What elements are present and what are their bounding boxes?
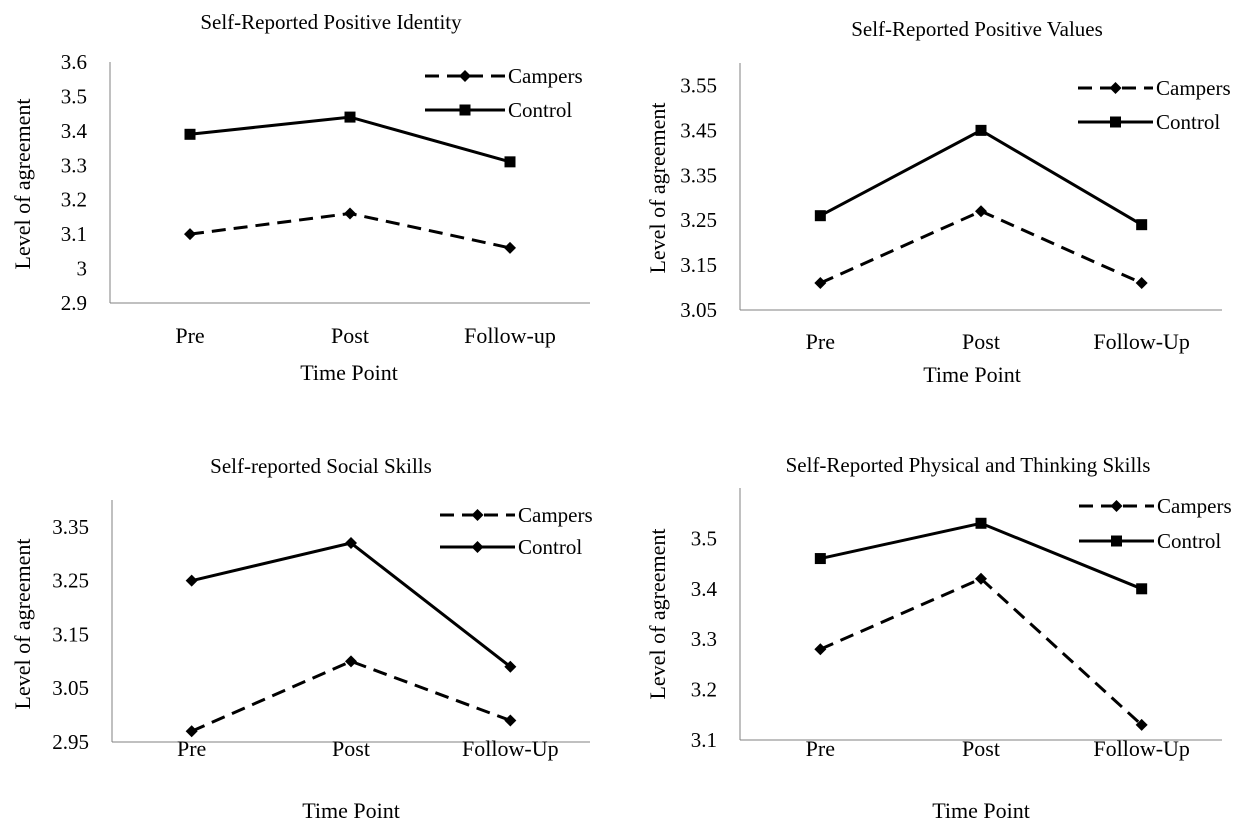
y-tick-label: 3.05 (52, 676, 89, 700)
chart-2: Self-Reported Positive Values 3.05 3.15 3.2… (645, 17, 1231, 387)
x-tick-label: Pre (175, 323, 204, 348)
data-point-control (814, 210, 826, 222)
y-tick-label: 3.1 (691, 728, 717, 752)
legend-marker-control (1110, 116, 1121, 128)
data-point-campers (975, 572, 987, 585)
series-line-campers (191, 659, 511, 733)
data-point-campers (345, 655, 357, 668)
y-tick-label: 2.9 (61, 291, 87, 315)
data-point-control (814, 553, 826, 565)
x-axis-label: Time Point (932, 798, 1030, 823)
x-tick-label: Follow-up (464, 323, 556, 348)
x-tick-label: Post (331, 323, 369, 348)
x-tick-label: Post (962, 329, 1000, 354)
y-tick-label: 3.4 (691, 577, 718, 601)
data-point-campers (1135, 277, 1148, 290)
y-tick-label: 3.15 (680, 253, 717, 277)
x-tick-label: Post (962, 736, 1000, 761)
legend-marker-control (471, 541, 484, 553)
legend-label-campers: Campers (1157, 494, 1232, 518)
x-tick-label: Follow-Up (1093, 736, 1190, 761)
legend-label-campers: Campers (1156, 76, 1231, 100)
y-tick-label: 3.3 (61, 153, 87, 177)
chart-title: Self-Reported Physical and Thinking Skil… (786, 453, 1151, 477)
legend-marker-control (1111, 535, 1122, 547)
x-axis-label: Time Point (300, 360, 398, 385)
y-tick-label: 3.4 (61, 119, 88, 143)
x-tick-label: Pre (806, 736, 835, 761)
x-tick-label: Pre (806, 329, 835, 354)
legend-label-control: Control (1157, 529, 1221, 553)
legend-marker-campers (1109, 82, 1122, 94)
y-tick-label: 3.05 (680, 298, 717, 322)
y-tick-label: 3.25 (680, 208, 717, 232)
legend-marker-campers (1110, 500, 1123, 512)
series-line-campers (819, 576, 1143, 726)
data-point-campers (1135, 718, 1148, 731)
data-point-control (184, 128, 196, 140)
data-point-campers (975, 205, 987, 218)
y-axis-label: Level of agreement (10, 538, 35, 709)
data-point-campers (504, 241, 516, 254)
data-point-campers (814, 277, 827, 290)
legend-label-control: Control (508, 98, 572, 122)
y-tick-label: 3.2 (691, 678, 717, 702)
y-axis-label: Level of agreement (645, 528, 670, 699)
y-tick-label: 3.5 (61, 84, 87, 108)
data-point-campers (344, 207, 356, 220)
y-tick-label: 2.95 (52, 730, 89, 754)
series-line-control (189, 115, 511, 164)
chart-3: Self-reported Social Skills 2.95 3.05 3.15 3… (10, 454, 593, 823)
data-point-control (504, 156, 516, 168)
y-axis-label: Level of agreement (645, 102, 670, 273)
y-tick-label: 3.15 (52, 622, 89, 646)
chart-4: Self-Reported Physical and Thinking Skil… (645, 453, 1232, 823)
data-point-campers (185, 725, 198, 738)
data-point-control (1136, 583, 1148, 595)
data-point-campers (814, 643, 827, 656)
data-point-control (185, 574, 198, 587)
legend-marker-control (459, 104, 471, 116)
x-axis-label: Time Point (923, 362, 1021, 387)
y-tick-label: 3.35 (52, 515, 89, 539)
chart-title: Self-reported Social Skills (210, 454, 432, 478)
data-point-control (345, 537, 357, 550)
y-tick-label: 3.2 (61, 188, 87, 212)
chart-1: Self-Reported Positive Identity 2.9 3 3.1 3.… (10, 10, 590, 385)
series-line-control (191, 541, 512, 668)
y-tick-label: 3.3 (691, 627, 717, 651)
y-tick-label: 3.55 (680, 73, 717, 97)
data-point-campers (184, 228, 196, 241)
x-tick-label: Post (332, 736, 370, 761)
y-axis-label: Level of agreement (10, 98, 35, 269)
data-point-control (344, 111, 356, 123)
legend-label-control: Control (1156, 110, 1220, 134)
y-tick-label: 3.35 (680, 163, 717, 187)
chart-title: Self-Reported Positive Values (851, 17, 1103, 41)
data-point-control (504, 660, 517, 673)
y-tick-label: 3.5 (691, 526, 717, 550)
x-tick-label: Follow-Up (1093, 329, 1190, 354)
series-line-campers (819, 209, 1143, 285)
x-tick-label: Follow-Up (462, 736, 559, 761)
legend-marker-campers (471, 509, 484, 521)
legend-label-control: Control (518, 535, 582, 559)
y-tick-label: 3.1 (61, 222, 87, 246)
legend-marker-campers (459, 70, 471, 82)
data-point-control (975, 124, 987, 136)
x-tick-label: Pre (177, 736, 206, 761)
y-tick-label: 3.6 (61, 50, 87, 74)
chart-title: Self-Reported Positive Identity (200, 10, 462, 34)
legend-label-campers: Campers (508, 64, 583, 88)
y-tick-label: 3 (77, 257, 88, 281)
x-axis-label: Time Point (302, 798, 400, 823)
y-tick-label: 3.25 (52, 569, 89, 593)
data-point-campers (504, 714, 517, 727)
legend-label-campers: Campers (518, 503, 593, 527)
y-tick-label: 3.45 (680, 118, 717, 142)
data-point-control (1136, 219, 1148, 231)
data-point-control (975, 517, 987, 529)
